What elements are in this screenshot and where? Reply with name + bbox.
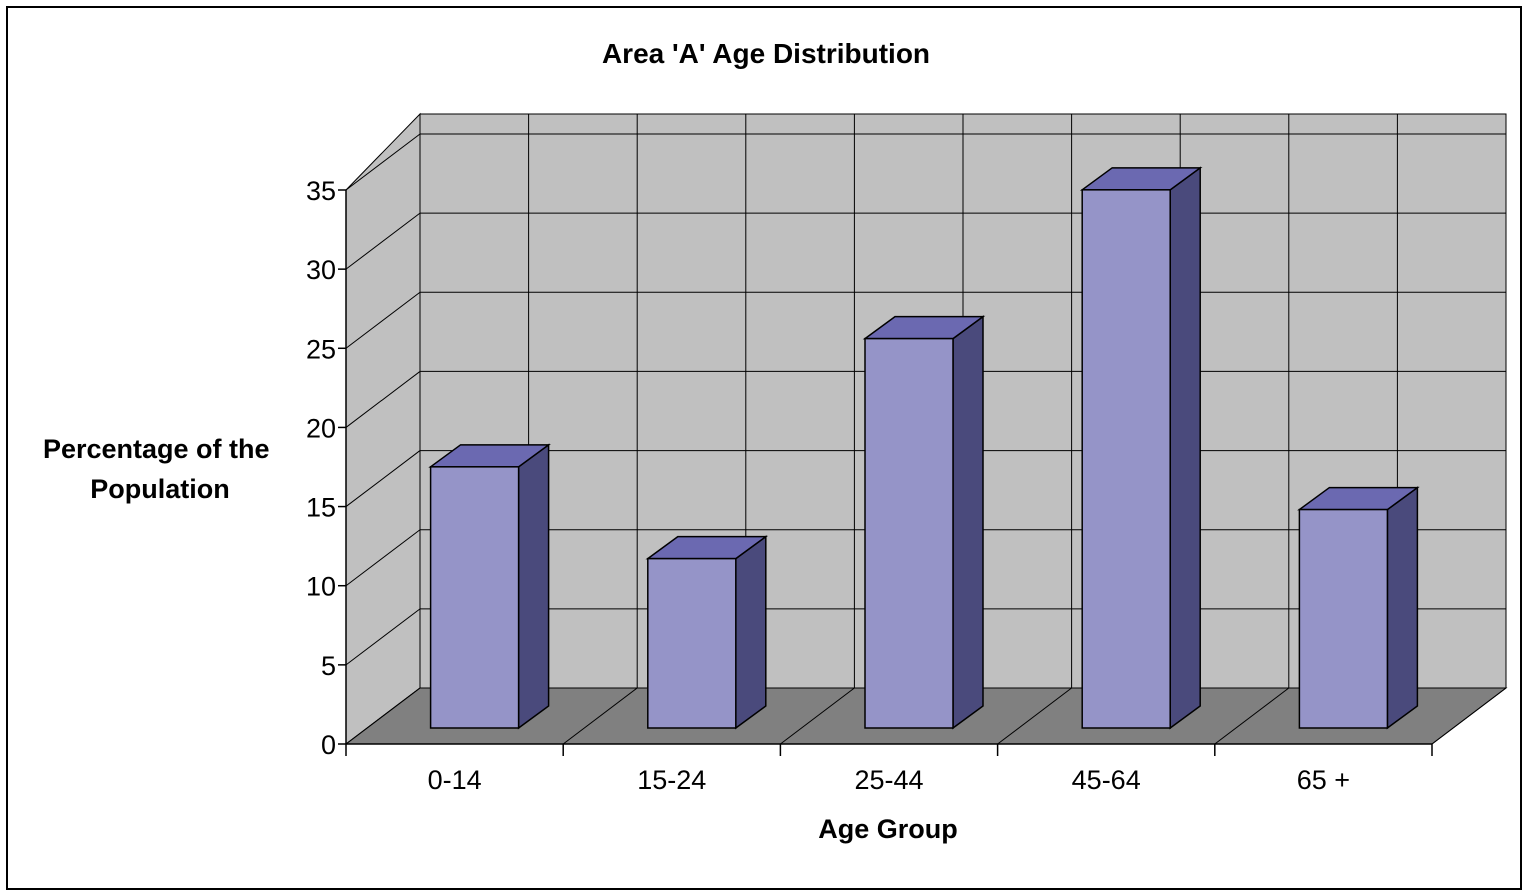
x-tick-label: 45-64 [1072, 765, 1141, 795]
bar [647, 557, 737, 729]
bar-side [952, 315, 984, 730]
y-tick-label: 15 [306, 493, 336, 523]
bar [429, 466, 520, 729]
y-axis-title-line-1: Percentage of the [43, 434, 270, 464]
gridline-side [345, 291, 421, 349]
x-tick-label: 15-24 [637, 765, 706, 795]
bar [1081, 189, 1171, 729]
plot-area: 0 5 10 15 20 25 30 35 0-14 15-24 25-44 45-64 65 + [306, 112, 1508, 795]
bar-side [1169, 166, 1201, 730]
x-tick-label: 65 + [1297, 765, 1350, 795]
floor-gridline [997, 687, 1072, 745]
side-wall [345, 112, 421, 746]
chart-title: Area 'A' Age Distribution [602, 38, 930, 69]
x-axis-title: Age Group [818, 814, 958, 844]
y-tick-label: 25 [306, 334, 336, 364]
y-axis-title: Percentage of the Population [43, 434, 277, 504]
y-tick-label: 5 [321, 651, 336, 681]
floor-gridline [780, 687, 855, 745]
gridline-side [345, 529, 421, 587]
y-tick-label: 0 [321, 730, 336, 760]
y-tick-label: 30 [306, 255, 336, 285]
floor-gridline [1431, 687, 1507, 745]
x-tick-label: 0-14 [428, 765, 482, 795]
gridline-side [345, 450, 421, 507]
y-tick-label: 20 [306, 413, 336, 443]
y-tick-label: 35 [306, 176, 336, 206]
bar [864, 337, 954, 729]
x-tick-label: 25-44 [854, 765, 923, 795]
y-tick-label: 10 [306, 572, 336, 602]
gridline-side [345, 133, 421, 191]
floor-gridline [562, 687, 638, 745]
y-axis-title-line-2: Population [90, 474, 229, 504]
gridline-side [345, 371, 421, 428]
bar-side [1386, 486, 1419, 730]
bar-side [517, 443, 550, 730]
floor-gridline [1214, 687, 1290, 745]
bar [1298, 508, 1389, 729]
floor-gridline [345, 687, 421, 745]
gridline-side [345, 212, 421, 270]
bar-side [735, 535, 767, 730]
gridline-side [345, 608, 421, 666]
